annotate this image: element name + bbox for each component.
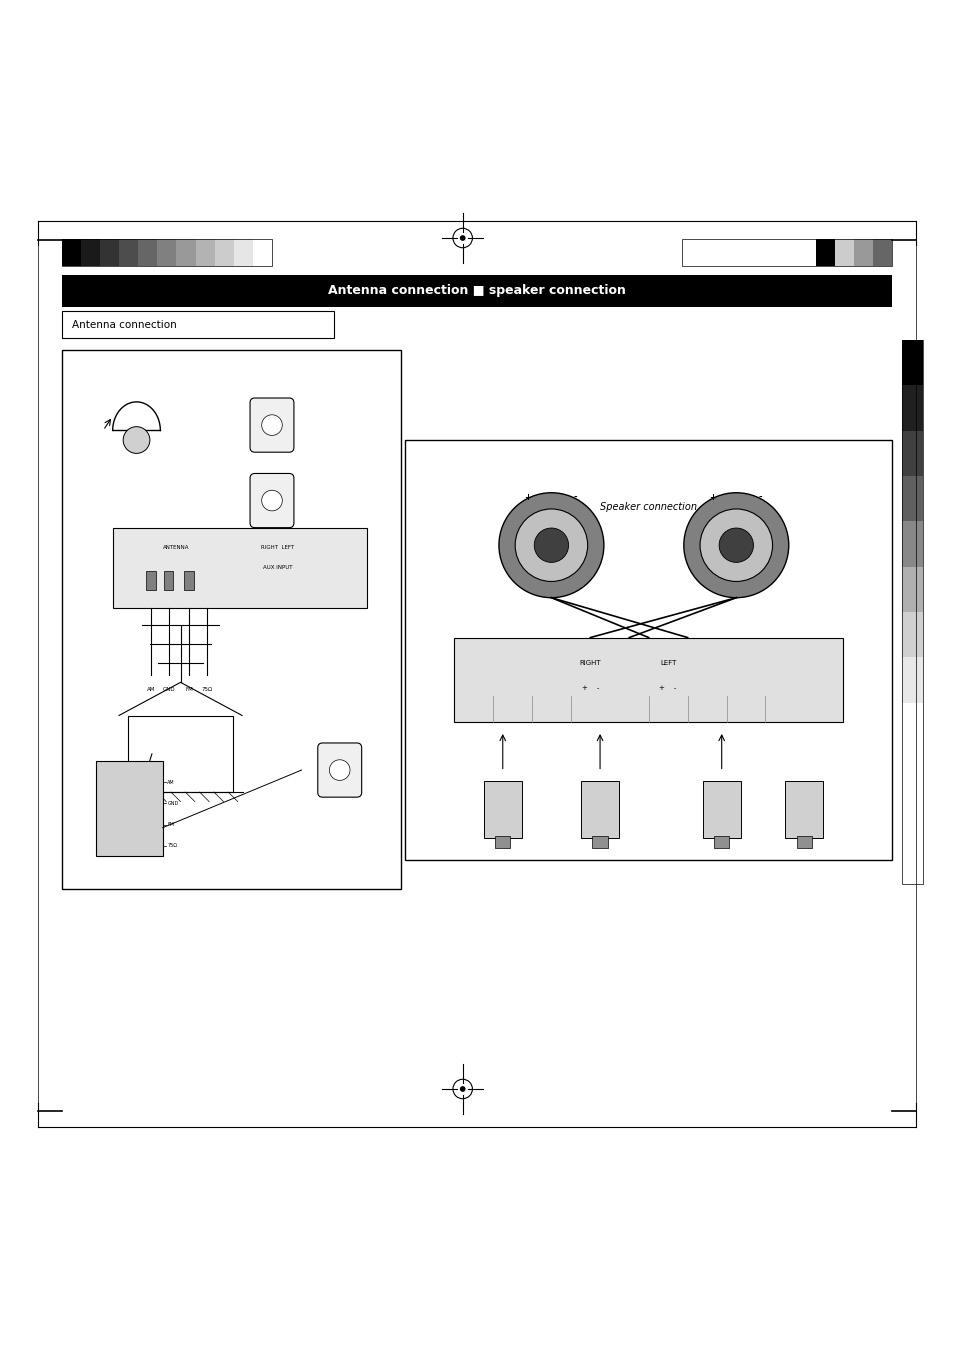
Circle shape	[459, 235, 465, 241]
Bar	[784, 780, 822, 838]
Bar	[233, 239, 253, 266]
FancyBboxPatch shape	[250, 473, 294, 527]
Bar	[872, 239, 891, 266]
Bar	[901, 522, 922, 566]
Bar	[62, 349, 400, 888]
Text: +: +	[708, 493, 715, 501]
Bar	[128, 716, 233, 793]
Text: ANTENNA: ANTENNA	[163, 545, 190, 550]
Bar	[62, 239, 272, 266]
Text: +    -: + -	[581, 685, 598, 692]
Text: RIGHT  LEFT: RIGHT LEFT	[261, 545, 294, 550]
Text: Antenna connection ■ speaker connection: Antenna connection ■ speaker connection	[328, 284, 625, 298]
Bar	[214, 239, 233, 266]
Text: 75Ω: 75Ω	[201, 686, 213, 692]
Bar	[901, 431, 922, 476]
Bar	[834, 239, 853, 266]
FancyBboxPatch shape	[317, 743, 361, 797]
Bar	[901, 386, 922, 431]
Text: 75Ω: 75Ω	[168, 844, 177, 848]
Bar	[681, 239, 700, 266]
Bar	[81, 239, 100, 266]
Text: FM: FM	[168, 822, 174, 828]
Bar	[701, 780, 740, 838]
Bar	[580, 780, 618, 838]
Bar	[796, 239, 815, 266]
Text: AM: AM	[147, 686, 155, 692]
Bar	[253, 239, 272, 266]
Bar	[405, 441, 891, 860]
Bar	[184, 570, 193, 589]
Text: Antenna connection: Antenna connection	[71, 319, 176, 330]
Circle shape	[261, 415, 282, 435]
Circle shape	[515, 510, 587, 581]
Bar	[495, 836, 510, 848]
Bar	[720, 239, 739, 266]
Circle shape	[123, 427, 150, 453]
Text: GND: GND	[162, 686, 174, 692]
Bar	[146, 570, 155, 589]
Text: Speaker connection: Speaker connection	[599, 503, 697, 512]
Text: -: -	[758, 493, 761, 501]
Bar	[901, 658, 922, 702]
FancyBboxPatch shape	[250, 398, 294, 452]
Circle shape	[498, 493, 603, 597]
Bar	[901, 748, 922, 793]
Bar	[157, 239, 176, 266]
Bar	[700, 239, 720, 266]
Bar	[796, 836, 811, 848]
Text: RIGHT: RIGHT	[578, 659, 600, 666]
Bar	[112, 527, 366, 608]
Text: +: +	[523, 493, 531, 501]
Bar	[815, 239, 834, 266]
Bar	[176, 239, 195, 266]
Bar	[758, 239, 777, 266]
Bar	[901, 793, 922, 838]
Text: FM: FM	[185, 686, 193, 692]
Bar	[777, 239, 796, 266]
Bar	[100, 239, 119, 266]
Bar	[119, 239, 138, 266]
Circle shape	[700, 510, 772, 581]
Text: AM: AM	[168, 779, 174, 785]
Bar	[96, 760, 162, 856]
Circle shape	[719, 528, 753, 562]
Circle shape	[683, 493, 788, 597]
Text: AUX INPUT: AUX INPUT	[263, 565, 293, 570]
Bar	[62, 275, 891, 307]
Bar	[164, 570, 173, 589]
Bar	[901, 340, 922, 386]
Bar	[713, 836, 728, 848]
Bar	[454, 638, 842, 721]
Circle shape	[329, 760, 350, 780]
Text: -: -	[573, 493, 577, 501]
Bar	[901, 476, 922, 522]
Bar	[901, 566, 922, 612]
Text: GND: GND	[168, 801, 178, 806]
Bar	[62, 311, 334, 338]
Circle shape	[534, 528, 568, 562]
Bar	[739, 239, 758, 266]
Text: +    -: + -	[659, 685, 677, 692]
Bar	[901, 702, 922, 748]
Bar	[853, 239, 872, 266]
Bar	[681, 239, 891, 266]
Bar	[901, 340, 922, 884]
Bar	[483, 780, 521, 838]
Bar	[592, 836, 607, 848]
Bar	[901, 838, 922, 884]
Text: LEFT: LEFT	[659, 659, 676, 666]
Circle shape	[261, 491, 282, 511]
Bar	[901, 612, 922, 658]
Bar	[62, 239, 81, 266]
Bar	[195, 239, 214, 266]
Bar	[138, 239, 157, 266]
Circle shape	[459, 1086, 465, 1092]
